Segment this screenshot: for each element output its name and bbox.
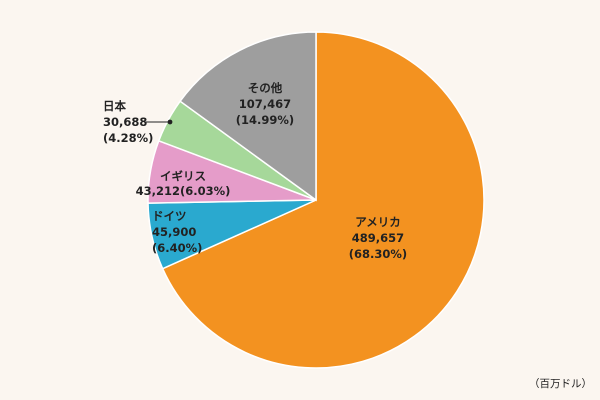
slice-value-uk: 43,212 xyxy=(136,184,180,198)
slice-value-germany: 45,900 xyxy=(152,225,196,239)
pie-slice-other xyxy=(179,31,317,202)
slice-percent-uk: (6.03%) xyxy=(180,184,230,198)
japan-leader-dot xyxy=(167,119,173,125)
slice-percent-germany: (6.40%) xyxy=(152,241,202,255)
slice-value-line-uk: 43,212(6.03%) xyxy=(136,184,231,198)
slice-value-japan: 30,688 xyxy=(103,115,147,129)
slice-value-america: 489,657 xyxy=(352,231,404,245)
slice-percent-japan: (4.28%) xyxy=(103,131,153,145)
slice-value-other: 107,467 xyxy=(239,97,291,111)
slice-labels: アメリカ 489,657 (68.30%) ドイツ 45,900 (6.40%)… xyxy=(103,81,592,390)
unit-label: （百万ドル） xyxy=(529,378,592,390)
slice-percent-america: (68.30%) xyxy=(349,247,407,261)
slice-label-japan: 日本 xyxy=(103,99,126,113)
svg-text:43,212(6.03%): 43,212(6.03%) xyxy=(136,184,231,198)
slice-label-other: その他 xyxy=(248,81,283,95)
slice-label-germany: ドイツ xyxy=(152,209,187,223)
slice-label-uk: イギリス xyxy=(160,169,206,183)
pie-slices xyxy=(147,31,485,369)
slice-label-america: アメリカ xyxy=(355,215,400,229)
slice-percent-other: (14.99%) xyxy=(236,113,294,127)
pie-slice-america xyxy=(161,31,485,369)
